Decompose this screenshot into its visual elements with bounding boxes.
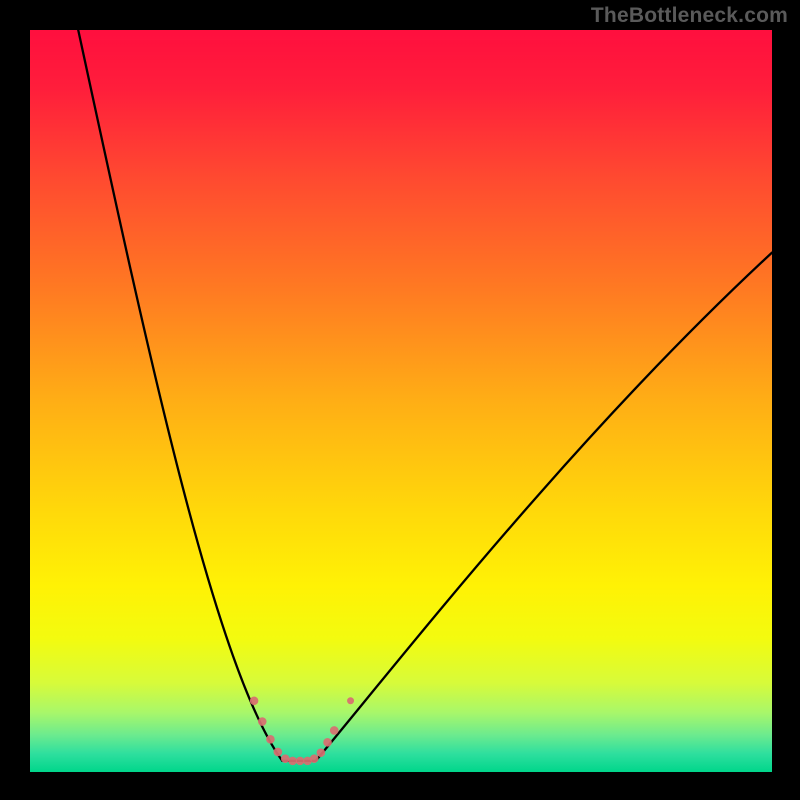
gradient-plot-area	[30, 30, 772, 772]
marker-point	[296, 757, 304, 765]
bottleneck-chart	[0, 0, 800, 800]
marker-point	[267, 736, 275, 744]
marker-point	[274, 748, 282, 756]
marker-point	[324, 739, 332, 747]
chart-stage: TheBottleneck.com	[0, 0, 800, 800]
marker-point	[330, 727, 338, 735]
marker-point	[317, 749, 325, 757]
marker-point	[310, 755, 318, 763]
marker-point	[250, 697, 258, 705]
marker-point	[348, 698, 354, 704]
attribution-watermark: TheBottleneck.com	[591, 4, 788, 28]
marker-point	[258, 718, 266, 726]
marker-point	[289, 757, 297, 765]
marker-point	[281, 755, 289, 763]
